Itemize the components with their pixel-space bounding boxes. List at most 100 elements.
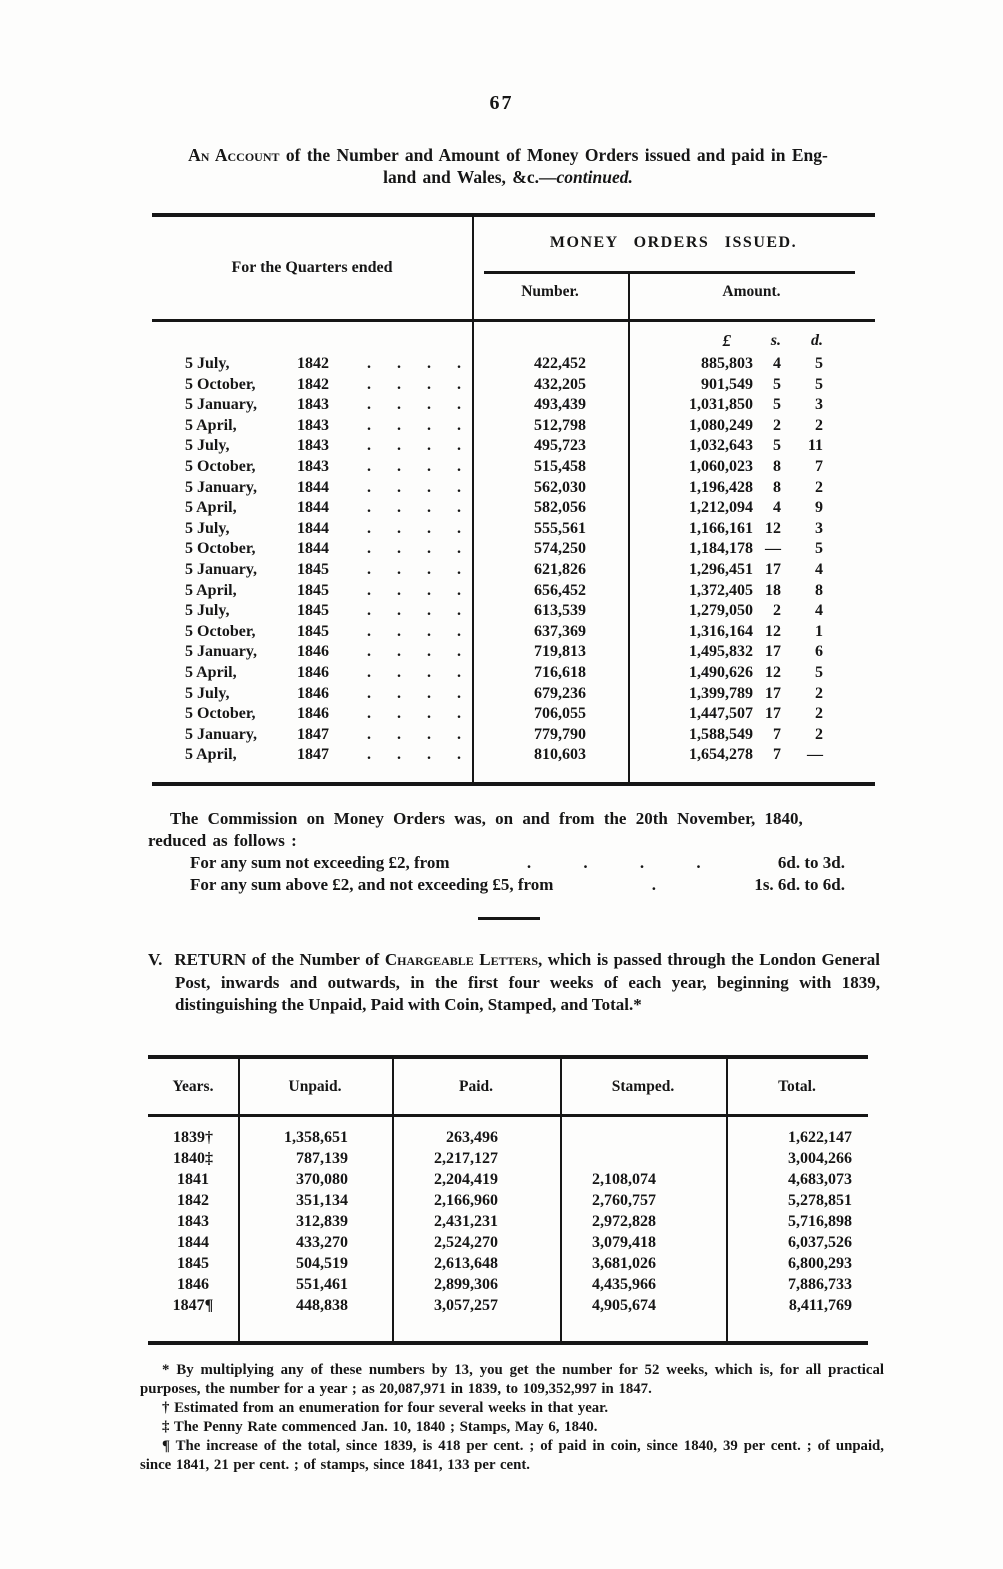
year-cell: 1844 — [177, 1234, 209, 1251]
quarter-label: 5 October, — [185, 622, 256, 640]
money-orders-row: 5 April, 1845 . . . . 656,452 1,372,405 18… — [152, 581, 875, 602]
chargeable-letters-row: 1844 433,270 2,524,270 3,079,418 6,037,5… — [148, 1232, 868, 1253]
paid-cell: 2,613,648 — [434, 1255, 498, 1272]
amount-pence: 8 — [815, 581, 823, 599]
chargeable-letters-rows: 1839† 1,358,651 263,496 1,622,147 1840‡ … — [148, 1117, 868, 1316]
amount-shillings: 5 — [773, 437, 781, 455]
money-orders-row: 5 January, 1847 . . . . 779,790 1,588,549 … — [152, 725, 875, 746]
amount-pounds: 1,296,451 — [689, 560, 753, 578]
quarter-year: 1844 — [297, 519, 329, 537]
commission-rate-row: For any sum not exceeding £2, from . . .… — [190, 852, 845, 874]
number-cell: 582,056 — [534, 499, 586, 517]
quarter-label: 5 January, — [185, 560, 258, 578]
quarter-cell: 5 July, 1844 . . . . — [152, 519, 472, 540]
pounds-symbol: £ — [722, 331, 732, 350]
quarter-label: 5 October, — [185, 705, 256, 723]
money-orders-row: 5 July, 1843 . . . . 495,723 1,032,643 5 1… — [152, 436, 875, 457]
quarter-label: 5 April, — [185, 499, 237, 517]
quarter-cell: 5 April, 1843 . . . . — [152, 416, 472, 437]
dot-leader: . . . . — [367, 705, 462, 723]
quarter-year: 1845 — [297, 622, 329, 640]
number-cell: 495,723 — [534, 437, 586, 455]
amount-pounds: 885,803 — [701, 355, 753, 372]
footnote: ¶ The increase of the total, since 1839,… — [140, 1438, 884, 1473]
quarter-year: 1843 — [297, 457, 329, 475]
quarter-label: 5 April, — [185, 416, 237, 434]
commission-paragraph: The Commission on Money Orders was, on a… — [148, 808, 875, 896]
dot-leader: . . . . — [367, 499, 462, 517]
section-v-lead: RETURN of the Number of — [174, 950, 385, 969]
number-cell: 512,798 — [534, 416, 586, 434]
amount-pounds: 1,031,850 — [689, 396, 753, 414]
amount-shillings: 17 — [765, 643, 781, 661]
section-numeral: V. — [148, 950, 163, 969]
quarter-label: 5 October, — [185, 457, 256, 475]
chargeable-letters-row: 1847¶ 448,838 3,057,257 4,905,674 8,411,… — [148, 1295, 868, 1316]
quarter-year: 1845 — [297, 581, 329, 599]
amount-shillings: 12 — [765, 622, 781, 640]
unpaid-cell: 1,358,651 — [284, 1129, 348, 1146]
money-orders-row: 5 January, 1846 . . . . 719,813 1,495,832 … — [152, 642, 875, 663]
document-title: An Account of the Number and Amount of M… — [138, 144, 878, 188]
money-orders-row: 5 April, 1843 . . . . 512,798 1,080,249 2 … — [152, 416, 875, 437]
amount-shillings: 2 — [773, 416, 781, 434]
money-orders-row: 5 April, 1846 . . . . 716,618 1,490,626 12… — [152, 663, 875, 684]
dot-leader: . . . . — [367, 375, 462, 393]
amount-cell: 1,399,789 17 2 — [628, 684, 875, 705]
quarter-cell: 5 July, 1845 . . . . — [152, 601, 472, 622]
quarter-cell: 5 October, 1842 . . . . — [152, 375, 472, 396]
amount-pence: 1 — [815, 622, 823, 640]
year-cell: 1847¶ — [172, 1297, 214, 1314]
amount-cell: 1,080,249 2 2 — [628, 416, 875, 437]
dot-leader: . . . . — [367, 416, 462, 434]
total-cell: 4,683,073 — [788, 1171, 852, 1188]
amount-pence: 7 — [815, 457, 823, 475]
amount-pounds: 1,372,405 — [689, 581, 753, 599]
amount-column-header: Amount. — [722, 283, 781, 300]
quarter-year: 1846 — [297, 643, 329, 661]
chargeable-letters-row: 1842 351,134 2,166,960 2,760,757 5,278,8… — [148, 1190, 868, 1211]
stamped-cell: 4,905,674 — [592, 1297, 656, 1314]
unpaid-cell: 433,270 — [296, 1234, 348, 1251]
amount-shillings: — — [765, 540, 781, 558]
amount-shillings: 17 — [765, 705, 781, 723]
amount-pence: 4 — [815, 560, 823, 578]
year-cell: 1840‡ — [173, 1150, 213, 1167]
amount-shillings: 7 — [773, 725, 781, 743]
unpaid-cell: 448,838 — [296, 1297, 348, 1314]
amount-shillings: 7 — [773, 746, 781, 764]
rate-value: 1s. 6d. to 6d. — [754, 875, 845, 894]
section-v-paragraph: V. RETURN of the Number of Chargeable Let… — [148, 949, 880, 1017]
amount-cell: 1,184,178 — 5 — [628, 539, 875, 560]
amount-pence: 5 — [815, 540, 823, 558]
total-cell: 7,886,733 — [788, 1276, 852, 1293]
money-orders-row: 5 October, 1845 . . . . 637,369 1,316,164 … — [152, 622, 875, 643]
commission-rate-row: For any sum above £2, and not exceeding … — [190, 874, 845, 896]
quarter-cell: 5 April, 1846 . . . . — [152, 663, 472, 684]
amount-cell: 1,490,626 12 5 — [628, 663, 875, 684]
total-cell: 5,278,851 — [788, 1192, 852, 1209]
dot-leader: . . . . — [367, 725, 462, 743]
amount-shillings: 5 — [773, 375, 781, 393]
chargeable-letters-smallcaps: Chargeable Letters — [384, 950, 538, 969]
amount-pence: 2 — [815, 725, 823, 743]
quarter-year: 1843 — [297, 437, 329, 455]
amount-pounds: 1,279,050 — [689, 602, 753, 620]
rate-label: For any sum not exceeding £2, from — [190, 853, 450, 872]
dot-leader: . . . . — [367, 519, 462, 537]
amount-pence: 2 — [815, 684, 823, 702]
quarter-cell: 5 October, 1846 . . . . — [152, 704, 472, 725]
section-v-rest: , which is passed through the London Gen… — [175, 950, 880, 1014]
title-line1: of the Number and Amount of Money Orders… — [279, 145, 828, 165]
rate-value: 6d. to 3d. — [777, 853, 845, 872]
stamped-cell: 3,079,418 — [592, 1234, 656, 1251]
dot-leader: . . . . — [367, 663, 462, 681]
quarter-year: 1846 — [297, 663, 329, 681]
quarter-year: 1847 — [297, 746, 329, 764]
total-cell: 6,037,526 — [788, 1234, 852, 1251]
amount-shillings: 8 — [773, 478, 781, 496]
quarter-cell: 5 October, 1844 . . . . — [152, 539, 472, 560]
amount-shillings: 18 — [765, 581, 781, 599]
amount-pounds: 1,212,094 — [689, 499, 753, 517]
total-cell: 6,800,293 — [788, 1255, 852, 1272]
